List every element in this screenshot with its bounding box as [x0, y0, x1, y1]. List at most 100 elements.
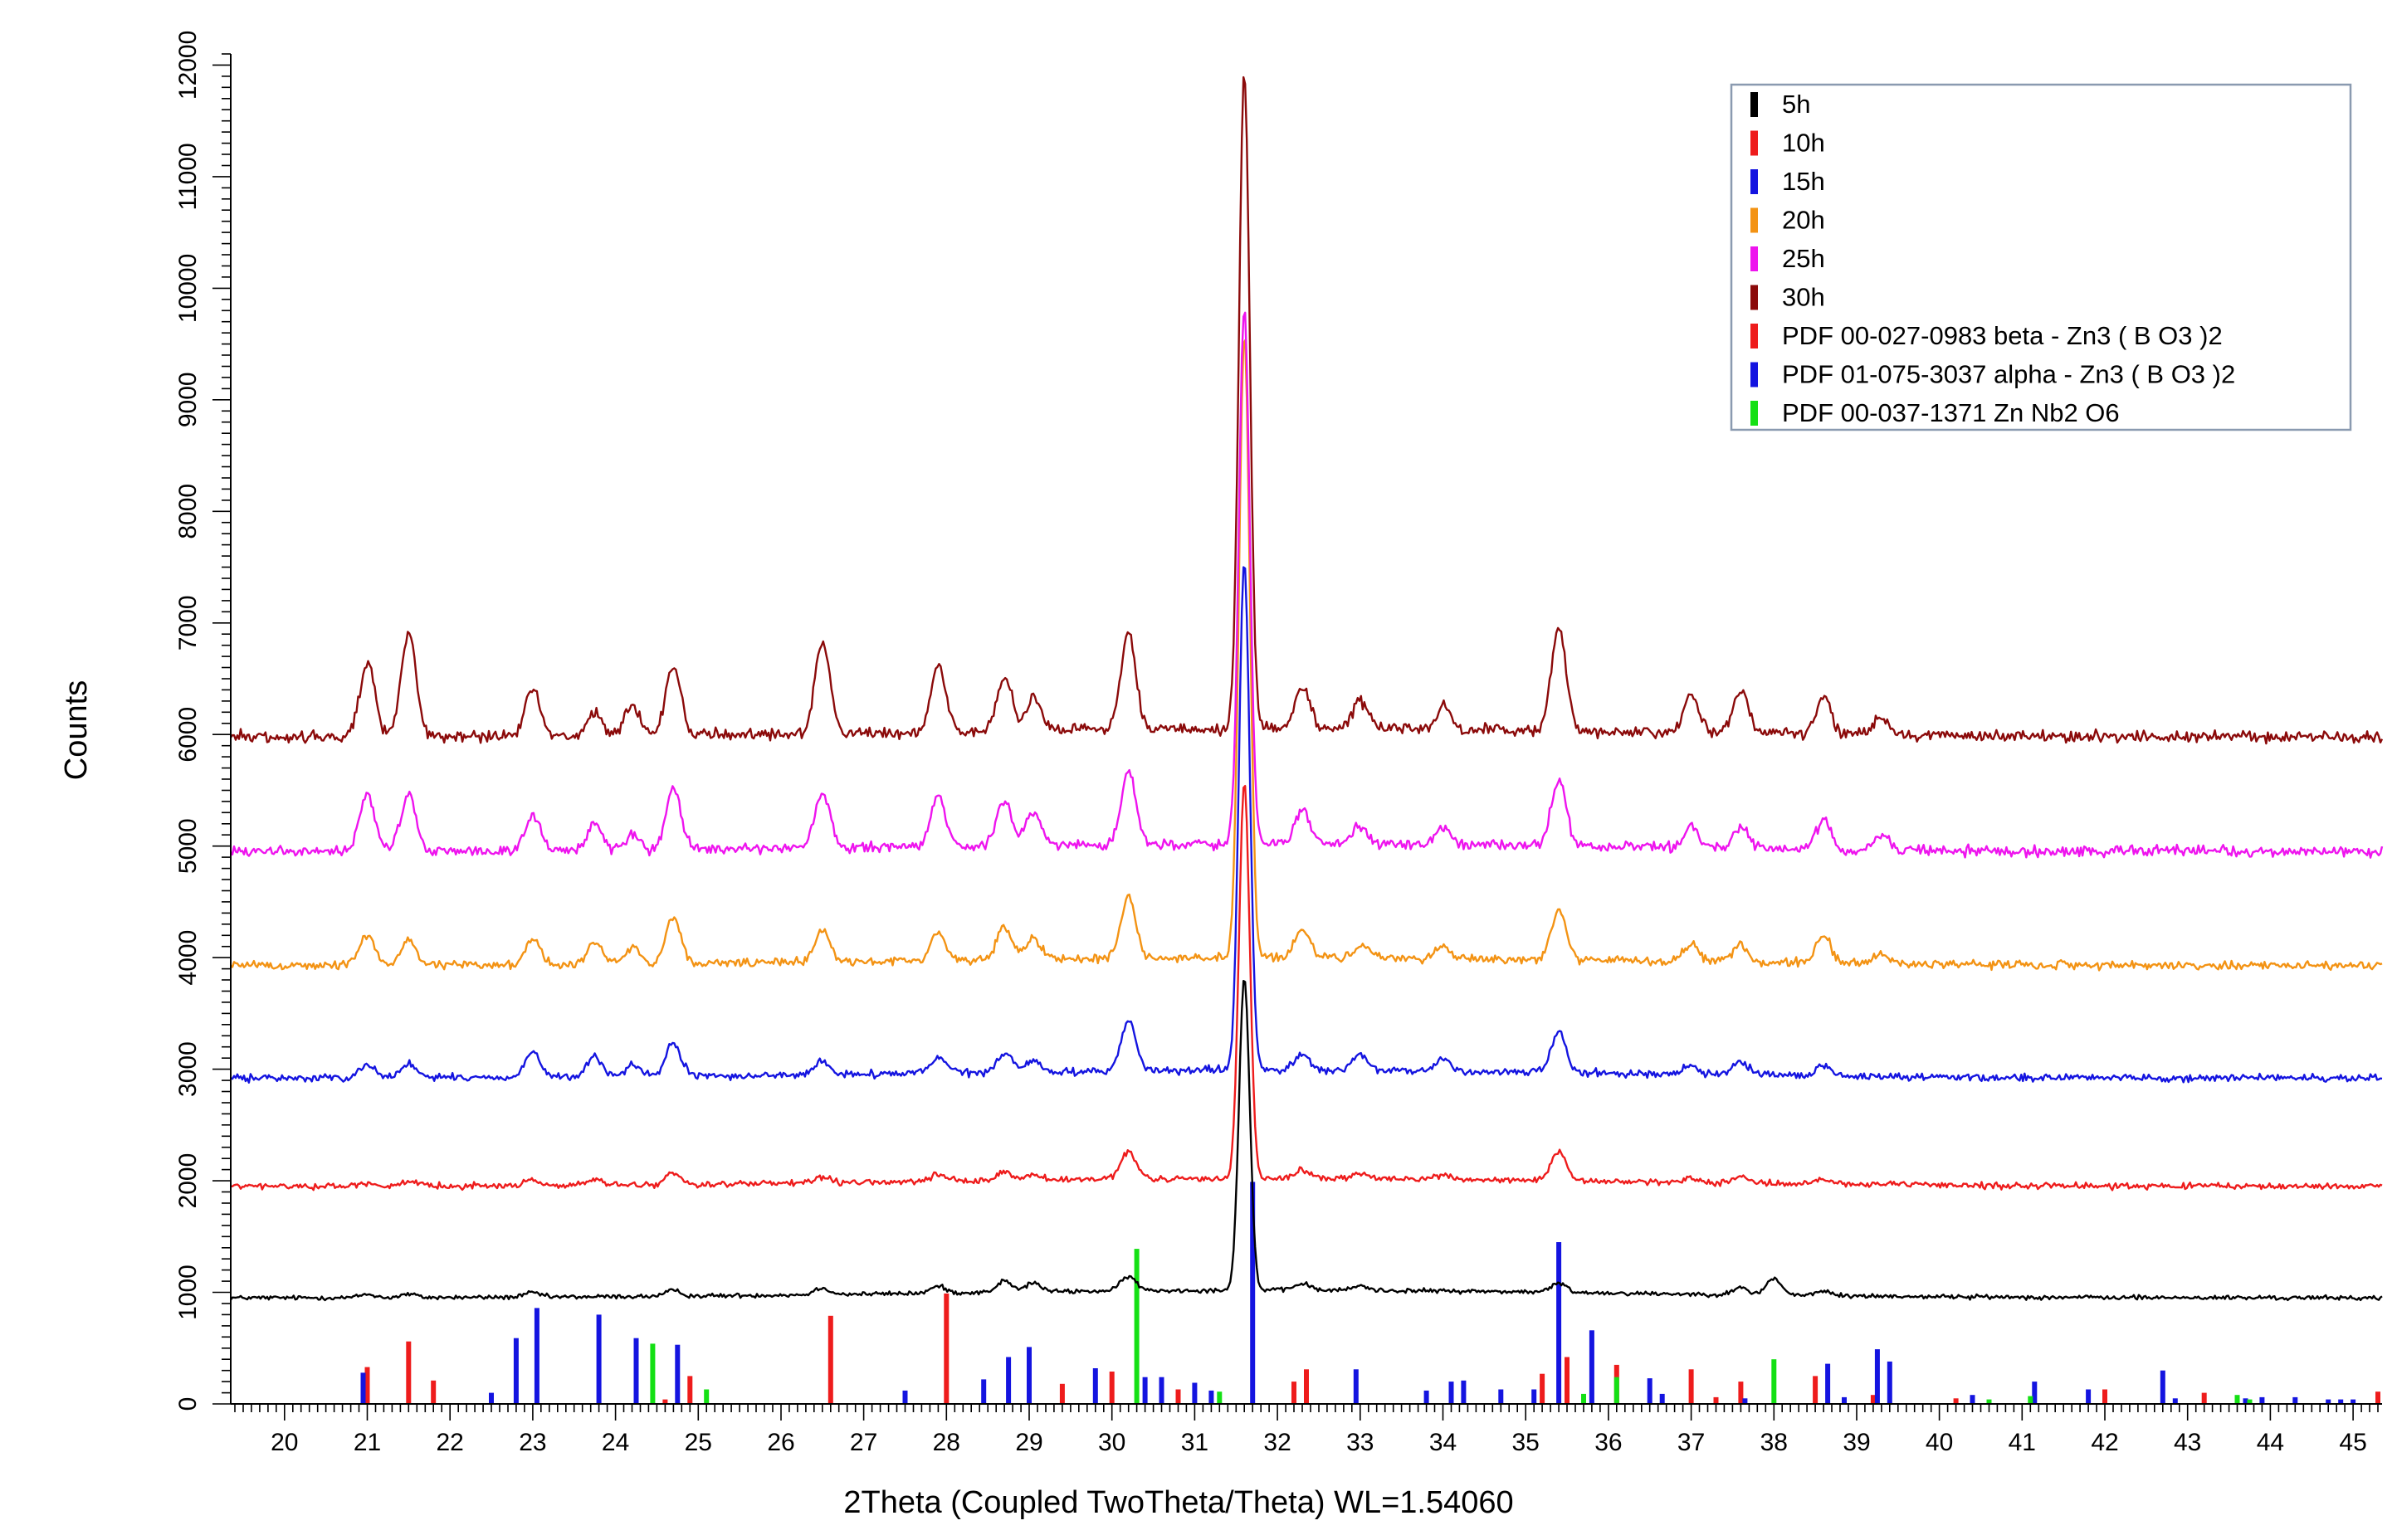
reference-line-2-43	[2351, 1399, 2356, 1404]
x-tick-label: 28	[933, 1429, 960, 1456]
reference-line-2-20	[1448, 1382, 1454, 1404]
reference-line-1-1	[364, 1367, 370, 1404]
x-tick-label: 23	[519, 1429, 546, 1456]
reference-line-1-9	[1109, 1372, 1115, 1404]
legend-label: 30h	[1782, 283, 1825, 312]
series-line-30h	[230, 76, 2384, 745]
series-line-15h	[230, 566, 2383, 1084]
reference-line-2-22	[1498, 1389, 1504, 1404]
reference-line-2-14	[1159, 1377, 1164, 1404]
reference-line-2-6	[633, 1338, 639, 1404]
x-tick-label: 22	[437, 1429, 464, 1456]
reference-line-2-31	[1874, 1349, 1880, 1404]
reference-line-2-33	[1970, 1395, 1975, 1404]
reference-line-3-7	[1771, 1359, 1777, 1404]
reference-line-3-5	[1581, 1393, 1586, 1404]
x-tick-label: 34	[1429, 1429, 1457, 1456]
reference-line-1-4	[662, 1399, 668, 1404]
reference-line-2-34	[2032, 1382, 2038, 1404]
reference-line-2-41	[2326, 1399, 2331, 1404]
reference-line-3-3	[1134, 1249, 1140, 1404]
x-axis-ticks: 20 21 22 23 24 25 26 27 28 29 30 31 32 33 34 35 36 37 38 39…	[234, 1404, 2379, 1456]
reference-line-2-26	[1647, 1378, 1653, 1404]
reference-line-1-16	[1688, 1369, 1694, 1404]
y-tick-label: 6000	[174, 707, 202, 763]
y-tick-label: 7000	[174, 595, 202, 651]
x-tick-label: 35	[1512, 1429, 1540, 1456]
reference-line-2-39	[2259, 1396, 2265, 1404]
x-tick-label: 45	[2339, 1429, 2366, 1456]
reference-line-1-8	[1059, 1383, 1065, 1404]
reference-line-3-1	[650, 1343, 656, 1404]
y-tick-label: 8000	[174, 484, 202, 539]
reference-line-2-16	[1208, 1390, 1214, 1404]
series-line-25h	[230, 311, 2384, 859]
x-tick-label: 39	[1843, 1429, 1870, 1456]
reference-line-2-11	[1027, 1347, 1032, 1404]
x-tick-label: 26	[767, 1429, 794, 1456]
reference-line-2-19	[1423, 1390, 1429, 1404]
series-line-5h	[230, 979, 2383, 1302]
reference-line-3-11	[2247, 1399, 2253, 1404]
reference-line-2-36	[2160, 1370, 2165, 1404]
x-tick-label: 21	[354, 1429, 381, 1456]
x-tick-label: 20	[271, 1429, 298, 1456]
reference-line-1-17	[1713, 1396, 1719, 1404]
y-tick-label: 3000	[174, 1041, 202, 1097]
x-tick-label: 40	[1926, 1429, 1953, 1456]
legend-label: PDF 00-037-1371 Zn Nb2 O6	[1782, 398, 2120, 427]
legend-swatch	[1750, 362, 1758, 387]
reference-line-2-5	[596, 1314, 602, 1404]
reference-line-2-38	[2243, 1398, 2248, 1404]
reference-line-3-2	[704, 1389, 710, 1404]
reference-line-2-4	[534, 1308, 539, 1404]
reference-line-1-20	[1870, 1395, 1876, 1404]
y-axis-ticks: 0 1000 2000 3000 4000 5000 6000 7000 8000 9000 100…	[174, 31, 231, 1411]
legend-label: 15h	[1782, 167, 1825, 196]
x-tick-label: 29	[1015, 1429, 1042, 1456]
reference-line-2-25	[1589, 1330, 1594, 1404]
reference-line-1-21	[1953, 1398, 1959, 1404]
reference-line-2-29	[1825, 1363, 1831, 1404]
reference-line-2-23	[1531, 1389, 1537, 1404]
legend-swatch	[1750, 169, 1758, 194]
reference-line-2-8	[902, 1390, 908, 1404]
reference-line-1-2	[406, 1341, 412, 1404]
x-tick-label: 31	[1181, 1429, 1208, 1456]
reference-line-2-42	[2338, 1399, 2344, 1404]
reference-line-2-10	[1006, 1357, 1012, 1404]
y-tick-label: 10000	[174, 254, 202, 323]
legend-box	[1730, 83, 2352, 431]
x-tick-label: 43	[2174, 1429, 2201, 1456]
legend-swatch	[1750, 246, 1758, 271]
legend-label: 10h	[1782, 129, 1825, 158]
reference-line-2-15	[1192, 1382, 1198, 1404]
reference-line-2-28	[1742, 1398, 1748, 1404]
legend-label: 5h	[1782, 90, 1810, 119]
x-axis-title: 2Theta (Coupled TwoTheta/Theta) WL=1.540…	[843, 1485, 1513, 1520]
reference-line-1-12	[1304, 1369, 1309, 1404]
reference-line-3-4	[1217, 1391, 1223, 1404]
reference-line-2-32	[1887, 1361, 1892, 1404]
legend-label: PDF 01-075-3037 alpha - Zn3 ( B O3 )2	[1782, 360, 2235, 389]
x-tick-label: 42	[2091, 1429, 2118, 1456]
legend-swatch	[1750, 285, 1758, 310]
legend-swatch	[1750, 401, 1758, 426]
reference-line-2-17	[1250, 1182, 1256, 1404]
y-tick-label: 5000	[174, 818, 202, 874]
reference-line-1-10	[1175, 1389, 1181, 1404]
legend-label: PDF 00-027-0983 beta - Zn3 ( B O3 )2	[1782, 321, 2223, 350]
reference-line-1-7	[944, 1293, 950, 1404]
y-tick-label: 11000	[174, 143, 202, 210]
reference-line-2-37	[2172, 1398, 2178, 1404]
reference-line-1-5	[687, 1376, 693, 1404]
reference-line-2-12	[1092, 1368, 1098, 1404]
reference-line-2-9	[981, 1379, 987, 1404]
reference-line-3-10	[2234, 1395, 2240, 1404]
reference-line-1-23	[2201, 1392, 2207, 1404]
reference-line-2-35	[2086, 1389, 2092, 1404]
reference-line-1-3	[431, 1380, 437, 1404]
y-tick-label: 9000	[174, 372, 202, 427]
x-tick-label: 25	[685, 1429, 712, 1456]
x-tick-label: 36	[1594, 1429, 1622, 1456]
